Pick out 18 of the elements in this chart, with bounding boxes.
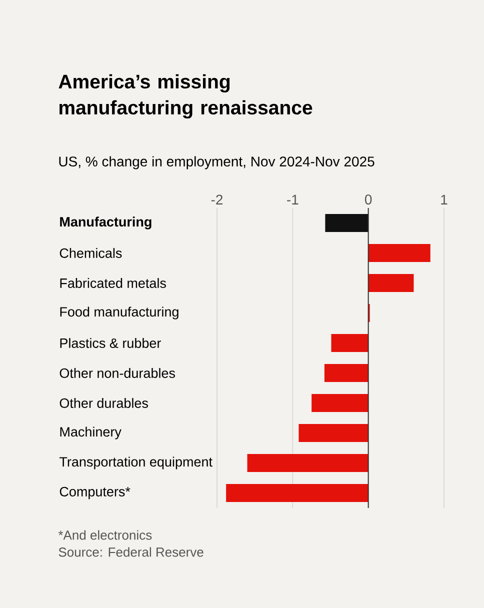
- y-tick-label: Plastics & rubber: [60, 338, 161, 348]
- y-tick-label: Other non-durables: [60, 368, 175, 378]
- chart-subtitle: US, % change in employment, Nov 2024-Nov 2025: [59, 156, 374, 170]
- y-tick-label: Chemicals: [60, 248, 122, 258]
- y-tick-label: Food manufacturing: [60, 306, 178, 320]
- source-note: Source: Federal Reserve: [58, 547, 204, 557]
- x-tick-label: 0: [364, 194, 372, 204]
- y-tick-label: Fabricated metals: [60, 278, 166, 288]
- y-tick-label: Transportation equipment: [59, 456, 212, 470]
- y-tick-label: Other durables: [60, 398, 148, 408]
- y-tick-label: Manufacturing: [60, 216, 152, 230]
- y-tick-label: Machinery: [60, 426, 122, 440]
- y-tick-label: Computers*: [60, 486, 130, 500]
- x-tick-label: -1: [287, 194, 298, 204]
- text: *And electronics: [58, 530, 152, 540]
- chart-title: America’s missing manufacturing renaissance: [58, 74, 312, 118]
- x-tick-label: 1: [441, 194, 448, 204]
- x-tick-label: -2: [211, 194, 223, 204]
